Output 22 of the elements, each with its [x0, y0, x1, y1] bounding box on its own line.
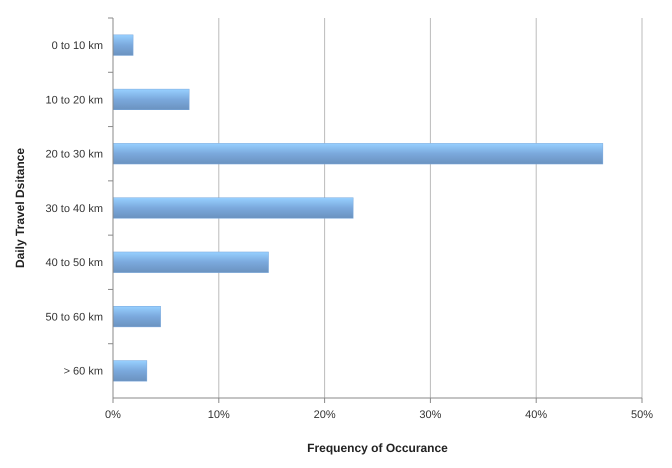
bar	[112, 143, 604, 164]
y-tick-label: 20 to 30 km	[46, 148, 103, 161]
y-tick-label: 0 to 10 km	[52, 40, 103, 52]
x-axis-title: Frequency of Occurance	[307, 441, 448, 455]
x-tick-label: 0%	[105, 409, 122, 421]
y-tick-label: 10 to 20 km	[46, 94, 103, 106]
x-tick-label: 50%	[630, 409, 654, 421]
y-tick-label: > 60 km	[64, 366, 103, 378]
y-axis-title: Daily Travel Dsitance	[13, 148, 27, 268]
y-tick-label: 30 to 40 km	[46, 202, 103, 215]
x-tick-label: 40%	[525, 409, 548, 421]
x-tick-label: 10%	[208, 409, 230, 421]
y-tick-label: 50 to 60 km	[46, 311, 103, 324]
bar	[112, 88, 190, 110]
y-tick-label: 40 to 50 km	[46, 257, 103, 270]
bar	[112, 360, 148, 382]
bar	[112, 252, 269, 273]
bar	[112, 34, 134, 56]
bar	[112, 306, 161, 328]
x-tick-label: 30%	[419, 409, 442, 421]
bar	[112, 197, 354, 219]
x-tick-label: 20%	[314, 409, 336, 421]
